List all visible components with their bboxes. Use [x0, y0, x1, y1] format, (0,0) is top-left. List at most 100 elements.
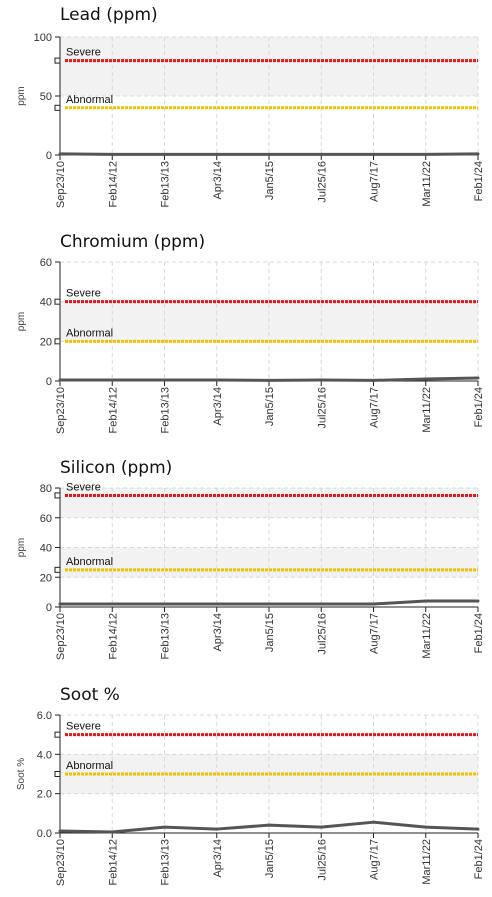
x-tick-label: Feb13/13 [160, 839, 172, 885]
x-tick-label: Apr3/14 [212, 613, 224, 652]
x-tick-label: Jul25/16 [316, 161, 328, 203]
x-tick-label: Feb1/24 [473, 613, 485, 653]
data-point [372, 152, 375, 156]
data-point [476, 827, 480, 831]
abnormal-threshold-marker [54, 771, 61, 777]
abnormal-threshold-label: Abnormal [66, 556, 113, 568]
chromium-chart: Chromium (ppm) 0 20 40 60 ppm Sep23/10 Feb14/1… [0, 232, 492, 452]
data-point [476, 376, 480, 380]
x-tick-label: Mar11/22 [421, 387, 433, 433]
severe-threshold-label: Severe [66, 481, 101, 493]
x-tick-label: Apr3/14 [212, 839, 224, 878]
data-point [319, 602, 323, 606]
severe-threshold-label: Severe [66, 288, 101, 300]
abnormal-threshold-marker [54, 566, 61, 573]
abnormal-threshold-label: Abnormal [66, 327, 113, 339]
chart-svg: 0.0 2.0 4.0 6.0 Soot % Sep23/10 Feb14/12 Feb13/… [16, 710, 485, 886]
data-point [110, 378, 114, 382]
data-point [58, 829, 62, 833]
y-tick-label: 0.0 [37, 828, 52, 840]
data-point [267, 602, 271, 606]
y-tick-label: 4.0 [37, 749, 52, 761]
data-point [215, 602, 219, 606]
data-point [319, 152, 323, 156]
y-axis-label: Soot % [16, 758, 27, 790]
x-tick-label: Feb14/12 [107, 161, 119, 207]
data-point [267, 378, 271, 382]
x-tick-label: Mar11/22 [421, 161, 433, 207]
data-point [110, 830, 114, 834]
y-axis-label: ppm [16, 312, 27, 331]
abnormal-threshold-marker [54, 338, 61, 345]
x-tick-label: Feb13/13 [160, 387, 172, 433]
abnormal-threshold-marker [54, 104, 61, 111]
data-point [163, 152, 166, 156]
x-tick-label: Apr3/14 [212, 387, 224, 426]
chart-svg: 0 20 40 60 ppm Sep23/10 Feb14/12 Feb13/13 Apr3/1… [16, 257, 485, 434]
x-tick-label: Jul25/16 [316, 387, 328, 429]
soot-chart: Soot % 0.0 2.0 4.0 6.0 Soot % Sep23/10 Feb14/1… [0, 685, 492, 897]
y-tick-label: 20 [40, 336, 52, 348]
data-point [58, 602, 62, 606]
y-tick-label: 40 [40, 297, 52, 309]
data-point [58, 378, 62, 382]
data-point [319, 378, 323, 382]
data-point [163, 825, 166, 829]
x-tick-label: Aug7/17 [369, 387, 381, 428]
silicon-chart: Silicon (ppm) 0 20 40 60 80 ppm Sep23/10 Feb14/… [0, 458, 492, 676]
data-point [267, 823, 271, 827]
y-tick-label: 0 [46, 602, 52, 614]
severe-threshold-label: Severe [66, 47, 101, 59]
x-tick-label: Sep23/10 [55, 387, 67, 434]
data-point [163, 378, 166, 382]
y-tick-label: 2.0 [37, 789, 52, 801]
data-point [424, 152, 428, 156]
data-point [424, 825, 428, 829]
x-tick-label: Feb1/24 [473, 839, 485, 879]
data-point [110, 152, 114, 156]
x-tick-label: Jan5/15 [264, 613, 276, 652]
chart-title: Soot % [60, 685, 120, 705]
x-tick-label: Feb13/13 [160, 613, 172, 659]
x-tick-label: Mar11/22 [421, 613, 433, 659]
x-tick-label: Aug7/17 [369, 613, 381, 654]
severe-threshold-marker [54, 731, 61, 738]
abnormal-threshold-label: Abnormal [66, 94, 113, 106]
x-tick-label: Jan5/15 [264, 839, 276, 878]
data-point [163, 602, 166, 606]
x-tick-label: Feb14/12 [107, 613, 119, 659]
x-tick-label: Feb14/12 [107, 387, 119, 433]
y-tick-label: 50 [40, 91, 52, 103]
chart-title: Silicon (ppm) [60, 458, 173, 478]
data-point [372, 820, 375, 824]
y-tick-label: 60 [40, 257, 52, 269]
x-tick-label: Jan5/15 [264, 387, 276, 426]
y-axis-label: ppm [16, 538, 27, 557]
x-tick-label: Apr3/14 [212, 161, 224, 200]
data-point [215, 152, 219, 156]
data-point [267, 152, 271, 156]
chart-svg: 0 50 100 ppm Sep23/10 Feb14/12 Feb13/13 Apr3/14… [16, 32, 485, 208]
data-point [215, 827, 219, 831]
x-tick-label: Jul25/16 [316, 613, 328, 655]
x-tick-label: Feb13/13 [160, 161, 172, 207]
y-tick-label: 40 [40, 543, 52, 555]
data-point [424, 599, 428, 603]
severe-threshold-marker [54, 492, 61, 499]
severe-threshold-marker [54, 298, 61, 305]
data-point [424, 377, 428, 381]
y-tick-label: 0 [46, 376, 52, 388]
x-tick-label: Feb1/24 [473, 161, 485, 201]
y-tick-label: 80 [40, 483, 52, 495]
x-tick-label: Jul25/16 [316, 839, 328, 881]
lead-chart: Lead (ppm) 0 50 100 ppm Sep23/10 Feb14/12 Feb1… [0, 5, 492, 223]
x-tick-label: Mar11/22 [421, 839, 433, 885]
severe-threshold-label: Severe [66, 721, 101, 733]
data-point [372, 602, 375, 606]
x-tick-label: Sep23/10 [55, 161, 67, 208]
y-tick-label: 100 [34, 32, 52, 44]
data-point [476, 152, 480, 156]
chart-title: Lead (ppm) [60, 5, 158, 25]
severe-threshold-marker [54, 57, 61, 64]
y-tick-label: 60 [40, 513, 52, 525]
